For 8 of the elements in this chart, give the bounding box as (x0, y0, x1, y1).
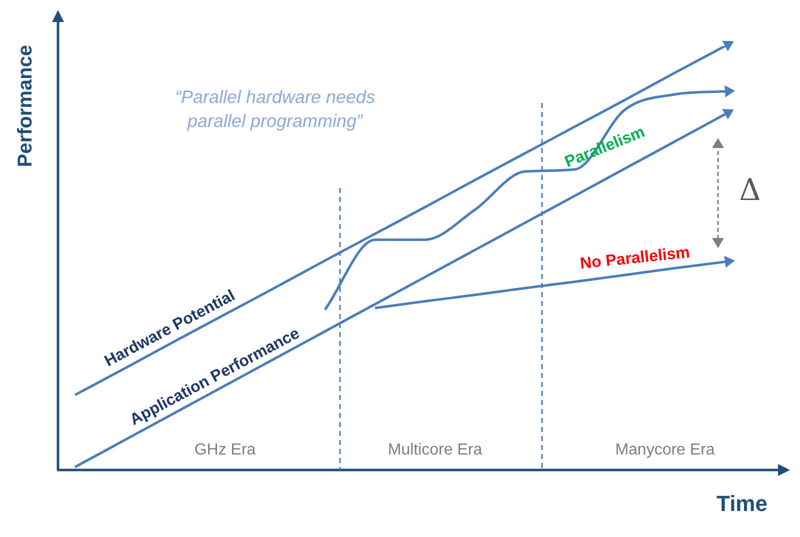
annotation: “Parallel hardware needs parallel programming” (174, 87, 376, 131)
annotation: Δ (739, 172, 761, 208)
text: No Parallelism (579, 244, 691, 273)
y-axis-title: Performance (14, 44, 37, 168)
x-axis-title: Time (716, 491, 768, 516)
annotation: Manycore Era (615, 441, 715, 458)
annotation: GHz Era (194, 441, 256, 458)
annotation: Multicore Era (388, 441, 482, 458)
